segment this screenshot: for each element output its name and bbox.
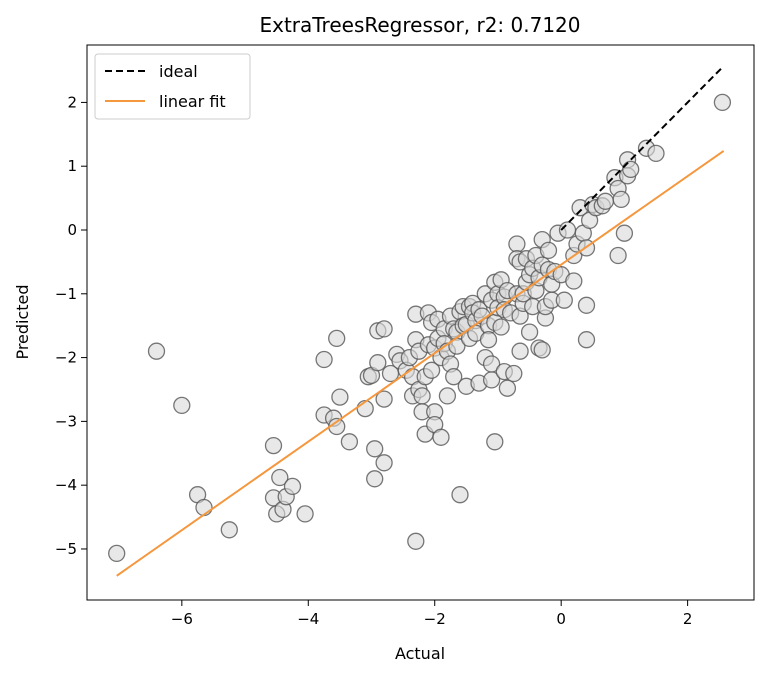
x-tick-label: 0 <box>556 610 566 628</box>
scatter-point-89 <box>482 355 501 373</box>
scatter-point-96 <box>492 318 510 336</box>
scatter-point-108 <box>511 342 529 360</box>
scatter-point-19 <box>331 388 349 406</box>
scatter-point-4 <box>195 498 213 517</box>
y-tick-label: 2 <box>67 93 77 111</box>
scatter-point-1 <box>147 342 166 360</box>
scatter-point-26 <box>369 354 387 372</box>
scatter-point-25 <box>366 470 384 488</box>
scatter-point-158 <box>647 144 665 163</box>
y-tick-label: 0 <box>67 221 77 239</box>
scatter-point-29 <box>375 390 393 408</box>
scatter-point-134 <box>555 291 573 309</box>
scatter-point-103 <box>505 364 523 383</box>
axis-ticks: −6 −4 −2 0 2 −5 −4 −3 −2 −1 0 1 2 <box>55 93 693 628</box>
legend: ideal linear fit <box>94 53 251 120</box>
scatter-point-40 <box>407 532 425 550</box>
legend-label-ideal: ideal <box>159 62 198 81</box>
x-tick-label: −4 <box>297 610 319 628</box>
scatter-point-153 <box>615 224 634 242</box>
y-tick-label: −4 <box>55 476 77 494</box>
scatter-point-61 <box>438 387 457 405</box>
scatter-point-159 <box>713 93 732 112</box>
linear-fit-line <box>116 150 725 577</box>
scatter-point-57 <box>432 428 450 446</box>
scatter-point-92 <box>486 433 504 451</box>
y-tick-label: −1 <box>55 285 77 303</box>
scatter-point-5 <box>220 521 238 539</box>
y-tick-label: −2 <box>55 349 77 367</box>
scatter-point-15 <box>315 350 333 369</box>
scatter-point-28 <box>375 320 393 338</box>
x-tick-label: −6 <box>171 610 193 628</box>
scatter-point-20 <box>340 433 359 451</box>
scatter-point-0 <box>108 544 126 563</box>
x-axis-title: Actual <box>395 644 445 663</box>
scatter-point-156 <box>622 160 640 179</box>
scatter-point-152 <box>612 190 630 209</box>
scatter-point-137 <box>565 272 583 290</box>
plot-marks <box>108 66 732 577</box>
scatter-point-44 <box>413 387 431 405</box>
scatter-point-143 <box>577 331 596 349</box>
scatter-point-69 <box>451 486 469 504</box>
y-tick-label: −3 <box>55 412 77 430</box>
plot-frame <box>86 44 755 601</box>
scatter-point-148 <box>596 192 615 210</box>
y-tick-label: −5 <box>55 540 77 558</box>
scatter-point-86 <box>479 331 498 349</box>
scatter-point-6 <box>264 436 283 455</box>
y-tick-label: 1 <box>67 157 77 175</box>
scatter-point-124 <box>533 341 551 359</box>
y-axis-title: Predicted <box>13 284 32 359</box>
scatter-point-151 <box>609 246 627 265</box>
scatter-point-18 <box>328 329 346 348</box>
scatter-point-128 <box>539 241 558 260</box>
scatter-point-104 <box>508 235 526 253</box>
scatter-point-13 <box>296 505 314 523</box>
scatter-point-12 <box>283 477 302 496</box>
scatter-point-9 <box>271 468 289 487</box>
scatter-point-114 <box>520 323 539 341</box>
scatter-point-65 <box>445 368 463 386</box>
x-tick-label: 2 <box>683 610 693 628</box>
scatter-point-24 <box>366 440 384 458</box>
scatter-point-2 <box>173 396 191 415</box>
ideal-line <box>560 66 724 231</box>
x-tick-label: −2 <box>424 610 446 628</box>
scatter-point-50 <box>422 361 441 379</box>
legend-label-fit: linear fit <box>159 92 226 111</box>
scatter-point-100 <box>498 379 517 397</box>
scatter-point-142 <box>577 296 596 314</box>
scatter-point-30 <box>375 454 393 472</box>
chart-title: ExtraTreesRegressor, r2: 0.7120 <box>259 13 580 37</box>
